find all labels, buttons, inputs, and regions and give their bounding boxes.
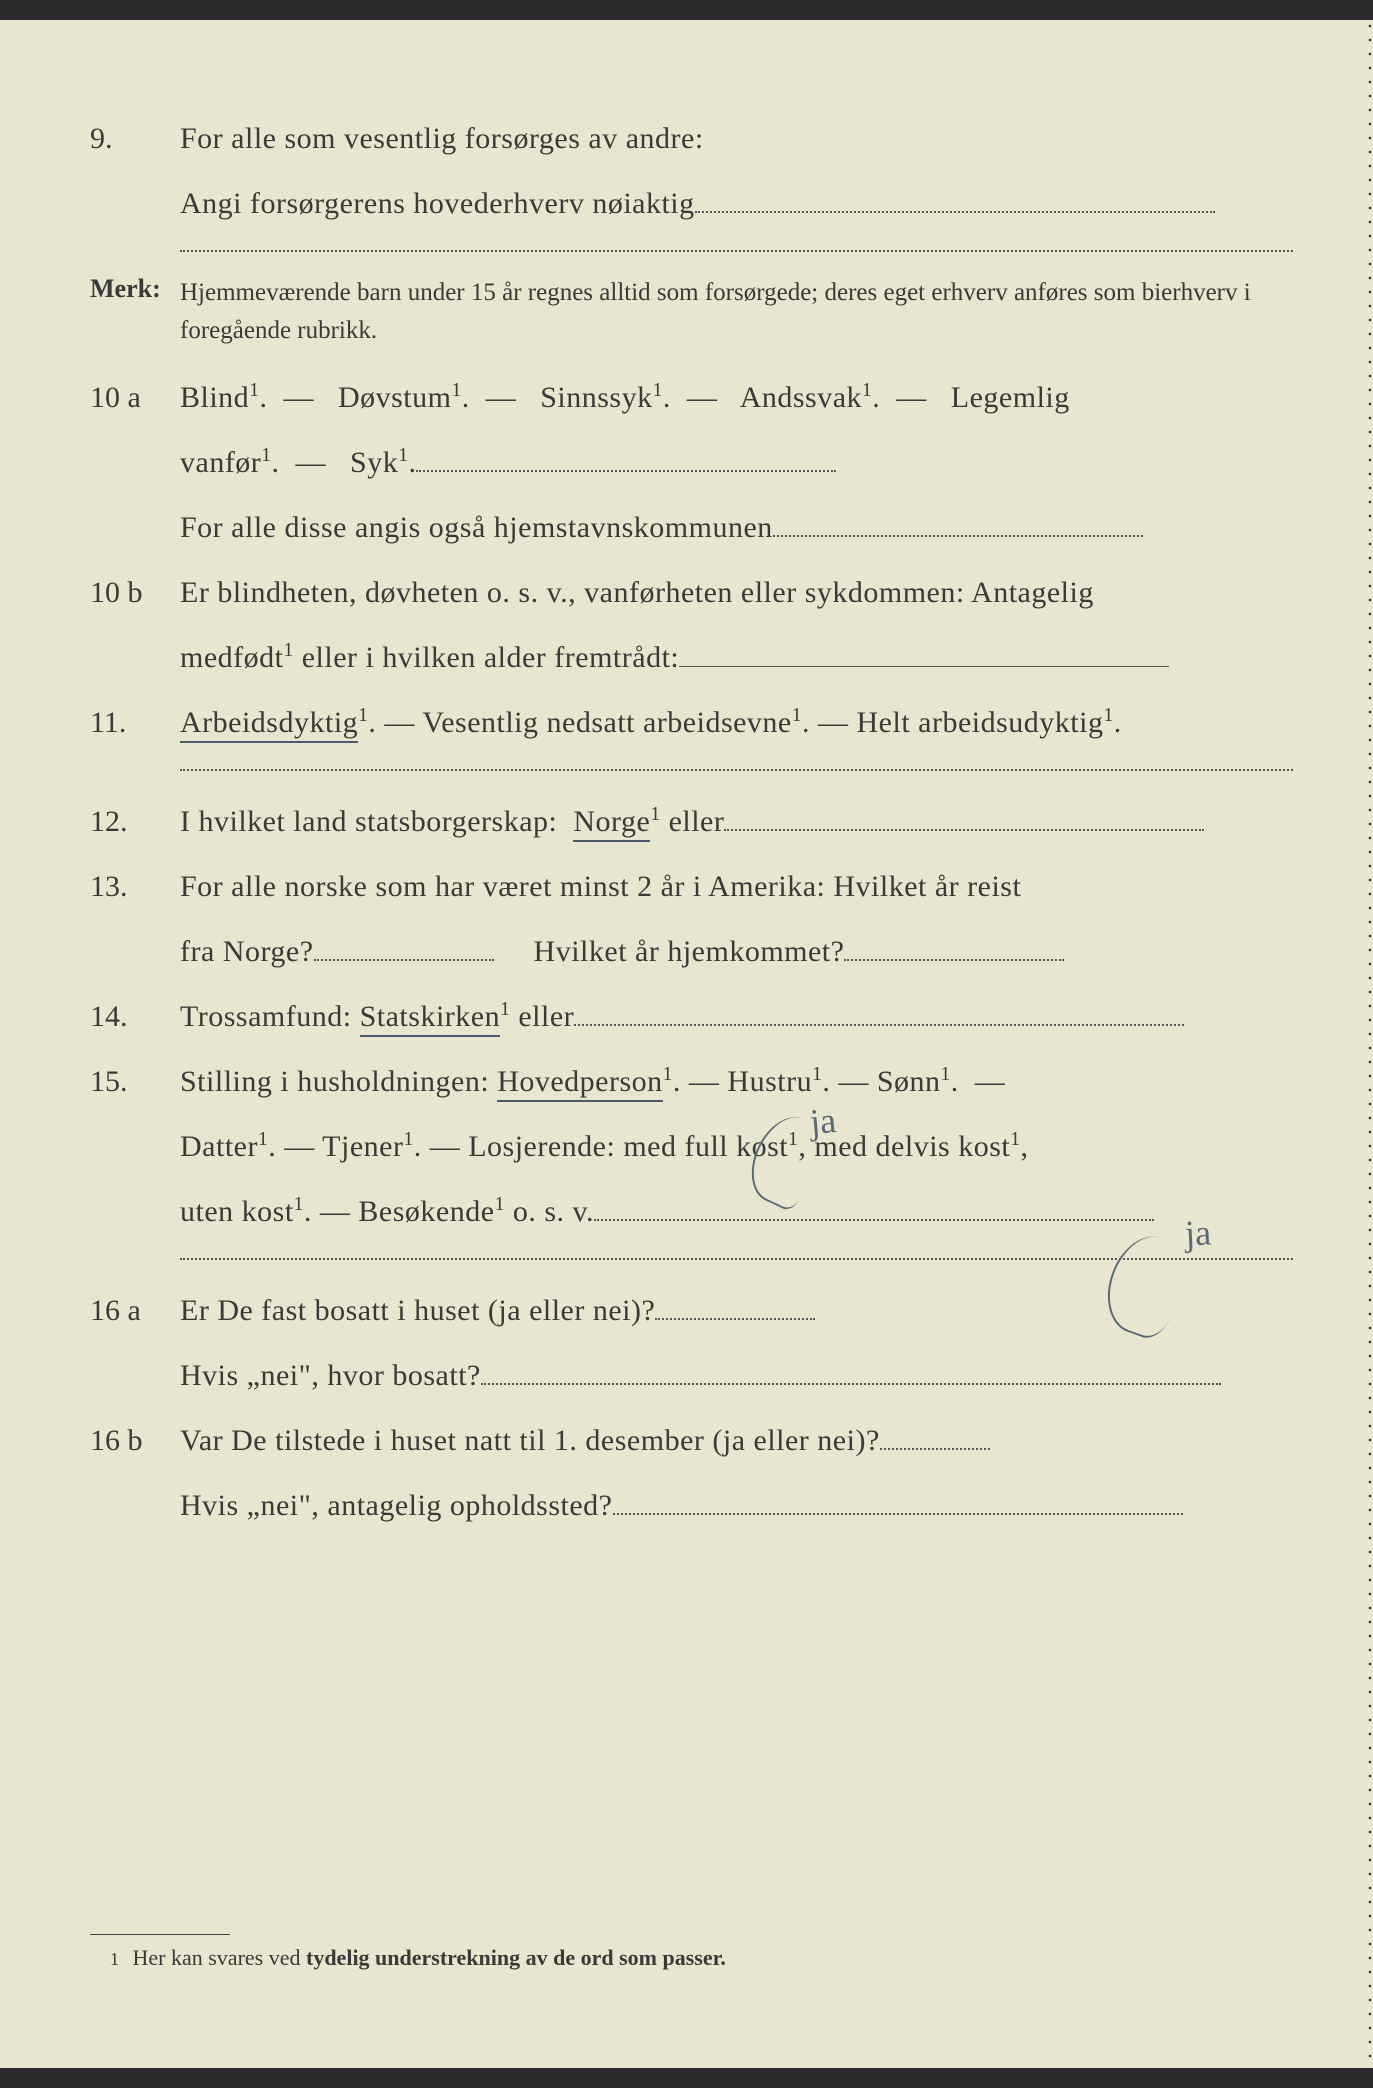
question-10a-line2: vanfør1. — Syk1. [90, 434, 1293, 491]
question-16b-line2: Hvis „nei", antagelig opholdssted? [90, 1477, 1293, 1534]
q12-label: I hvilket land statsborgerskap: [180, 805, 565, 838]
q15-osv: o. s. v. [505, 1195, 594, 1228]
question-9-line2: Angi forsørgerens hovederhverv nøiaktig [90, 175, 1293, 232]
question-9: 9. For alle som vesentlig forsørges av a… [90, 110, 1293, 167]
q11-number: 11. [90, 694, 180, 751]
question-10a-line3: For alle disse angis også hjemstavnskomm… [90, 499, 1293, 556]
opt-utenkost: uten kost [180, 1195, 294, 1228]
fill-line [655, 1318, 815, 1320]
q15-number: 15. [90, 1053, 180, 1110]
question-13-line2: fra Norge? Hvilket år hjemkommet? [90, 923, 1293, 980]
opt-delviskost: , med delvis kost [798, 1130, 1010, 1163]
fill-line [574, 1024, 1184, 1026]
perforation-edge [1367, 20, 1373, 2068]
question-13: 13. For alle norske som har været minst … [90, 858, 1293, 915]
merk-note: Merk: Hjemmeværende barn under 15 år reg… [90, 274, 1293, 349]
question-16a-line2: Hvis „nei", hvor bosatt? [90, 1347, 1293, 1404]
fill-line [613, 1513, 1183, 1515]
opt-besokende: — Besøkende [312, 1195, 495, 1228]
fill-line [880, 1448, 990, 1450]
q14-eller: eller [510, 1000, 574, 1033]
footnote: 1 Her kan svares ved tydelig understrekn… [90, 1945, 1293, 1971]
footnote-num: 1 [110, 1949, 119, 1969]
opt-fullkost: — Losjerende: med full kost [422, 1130, 788, 1163]
opt-statskirken: Statskirken [360, 1000, 501, 1037]
opt-sinnssyk: Sinnssyk [540, 381, 652, 414]
q13-franorge: fra Norge? [180, 935, 314, 968]
merk-text: Hjemmeværende barn under 15 år regnes al… [180, 274, 1293, 349]
opt-hustru: — Hustru [681, 1065, 812, 1098]
opt-andssvak: Andssvak [740, 381, 862, 414]
section-divider [180, 769, 1293, 771]
document-page: 9. For alle som vesentlig forsørges av a… [0, 20, 1373, 2068]
q13-hjemkommet: Hvilket år hjemkommet? [534, 935, 845, 968]
question-10a: 10 a Blind1. — Døvstum1. — Sinnssyk1. — … [90, 369, 1293, 426]
q9-number: 9. [90, 110, 180, 167]
footnote-a: Her kan svares ved [133, 1945, 307, 1970]
footnote-b: tydelig understrekning av de ord som pas… [306, 1945, 726, 1970]
question-15: 15. Stilling i husholdningen: Hovedperso… [90, 1053, 1293, 1110]
q16b-number: 16 b [90, 1412, 180, 1469]
section-divider [180, 250, 1293, 252]
question-16a: 16 a Er De fast bosatt i huset (ja eller… [90, 1282, 1293, 1339]
opt-legemlig: Legemlig [951, 381, 1070, 414]
q13-number: 13. [90, 858, 180, 915]
q14-number: 14. [90, 988, 180, 1045]
fill-line [679, 666, 1169, 667]
question-15-line3: uten kost1. — Besøkende1 o. s. v. [90, 1183, 1293, 1240]
q12-eller: eller [661, 805, 725, 838]
q12-number: 12. [90, 793, 180, 850]
opt-datter: Datter [180, 1130, 258, 1163]
opt-arbeidsdyktig: Arbeidsdyktig [180, 706, 358, 743]
q10a-number: 10 a [90, 369, 180, 426]
fill-line [416, 470, 836, 472]
fill-line [695, 211, 1215, 213]
opt-udyktig: — Helt arbeidsudyktig [810, 706, 1103, 739]
opt-tjener: — Tjener [276, 1130, 403, 1163]
q16b-q: Var De tilstede i huset natt til 1. dese… [180, 1424, 880, 1457]
opt-nedsatt: — Vesentlig nedsatt arbeidsevne [376, 706, 791, 739]
q10b-line1: Er blindheten, døvheten o. s. v., vanfør… [180, 564, 1293, 621]
q16b-opholdssted: Hvis „nei", antagelig opholdssted? [180, 1489, 613, 1522]
opt-sonn: — Sønn [830, 1065, 940, 1098]
fill-line [314, 959, 494, 961]
opt-vanfor: vanfør [180, 446, 261, 479]
fill-line [773, 535, 1143, 537]
q16a-bosatt: Hvis „nei", hvor bosatt? [180, 1359, 481, 1392]
fill-line [844, 959, 1064, 961]
question-12: 12. I hvilket land statsborgerskap: Norg… [90, 793, 1293, 850]
opt-blind: Blind [180, 381, 249, 414]
question-15-line2: Datter1. — Tjener1. — Losjerende: med fu… [90, 1118, 1293, 1175]
question-10b-line2: medfødt1 eller i hvilken alder fremtrådt… [90, 629, 1293, 686]
merk-label: Merk: [90, 274, 180, 304]
question-14: 14. Trossamfund: Statskirken1 eller [90, 988, 1293, 1045]
fill-line [724, 829, 1204, 831]
q10b-alder: eller i hvilken alder fremtrådt: [294, 641, 680, 674]
footnote-rule [90, 1934, 230, 1935]
opt-dovstum: Døvstum [338, 381, 452, 414]
opt-norge: Norge [573, 805, 650, 842]
question-10b: 10 b Er blindheten, døvheten o. s. v., v… [90, 564, 1293, 621]
opt-hovedperson: Hovedperson [497, 1065, 662, 1102]
q16a-q: Er De fast bosatt i huset (ja eller nei)… [180, 1294, 655, 1327]
opt-syk: Syk [350, 446, 398, 479]
section-divider [180, 1258, 1293, 1260]
fill-line [594, 1219, 1154, 1221]
opt-medfodt: medfødt [180, 641, 283, 674]
question-11: 11. Arbeidsdyktig1. — Vesentlig nedsatt … [90, 694, 1293, 751]
question-16b: 16 b Var De tilstede i huset natt til 1.… [90, 1412, 1293, 1469]
fill-line [481, 1383, 1221, 1385]
q13-line1: For alle norske som har været minst 2 år… [180, 858, 1293, 915]
q14-label: Trossamfund: [180, 1000, 360, 1033]
q9-label: Angi forsørgerens hovederhverv nøiaktig [180, 187, 695, 220]
q16a-number: 16 a [90, 1282, 180, 1339]
q15-label: Stilling i husholdningen: [180, 1065, 497, 1098]
q10b-number: 10 b [90, 564, 180, 621]
q10a-hjemstavn: For alle disse angis også hjemstavnskomm… [180, 511, 773, 544]
q9-line1: For alle som vesentlig forsørges av andr… [180, 110, 1293, 167]
